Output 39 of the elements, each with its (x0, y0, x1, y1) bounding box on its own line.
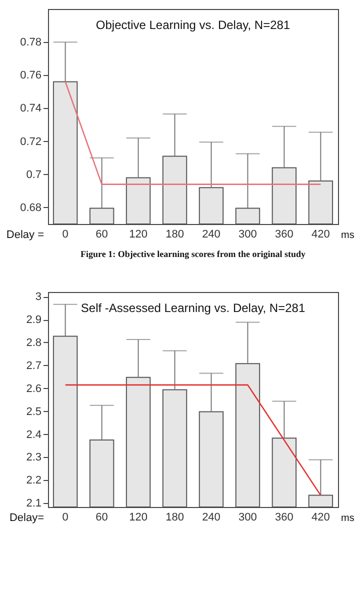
x-tick-label: 60 (96, 228, 108, 240)
y-tick-label: 2.3 (26, 452, 42, 464)
x-tick-label: 0 (62, 228, 68, 240)
y-tick-label: 0.7 (26, 168, 42, 181)
x-tick-label: 60 (96, 512, 108, 524)
x-tick-label: 120 (129, 228, 148, 240)
y-tick-label: 0.76 (20, 70, 42, 82)
text: Delay = (6, 229, 44, 241)
text: ms (341, 230, 354, 241)
x-tick-label: 360 (275, 512, 294, 524)
y-tick-label: 0.78 (20, 36, 42, 49)
x-tick-label: 300 (238, 512, 257, 524)
y-tick-label: 2.1 (26, 498, 42, 510)
x-tick-label: 0 (62, 512, 68, 524)
x-tick-label: 120 (129, 512, 148, 524)
y-tick-label: 2.5 (26, 406, 42, 418)
x-tick-label: 360 (275, 228, 294, 240)
y-tick-label: 2.6 (26, 382, 42, 395)
y-tick-label: 0.72 (20, 136, 42, 148)
text: ms (341, 513, 354, 524)
y-tick-label: 0.68 (20, 202, 42, 214)
x-tick-label: 180 (166, 512, 184, 524)
y-tick-label: 2.9 (26, 314, 42, 326)
x-tick-label: 420 (311, 512, 330, 524)
x-tick-label: 300 (238, 228, 257, 240)
text: Objective Learning vs. Delay, N=281 (96, 18, 290, 32)
caption: Figure 1: Objective learning scores from the original study (80, 249, 306, 259)
y-tick-label: 2.2 (26, 474, 42, 487)
y-tick-label: 0.74 (20, 102, 42, 115)
y-tick-label: 3 (35, 291, 42, 304)
x-tick-label: 240 (202, 228, 220, 240)
text: Self -Assessed Learning vs. Delay, N=281 (80, 301, 306, 315)
y-tick-label: 2.7 (26, 360, 42, 372)
y-tick-label: 2.8 (26, 336, 42, 349)
y-tick-label: 2.4 (26, 428, 42, 441)
text: Delay= (9, 512, 44, 524)
x-tick-label: 420 (311, 228, 330, 240)
x-tick-label: 180 (166, 228, 184, 240)
x-tick-label: 240 (202, 512, 220, 524)
